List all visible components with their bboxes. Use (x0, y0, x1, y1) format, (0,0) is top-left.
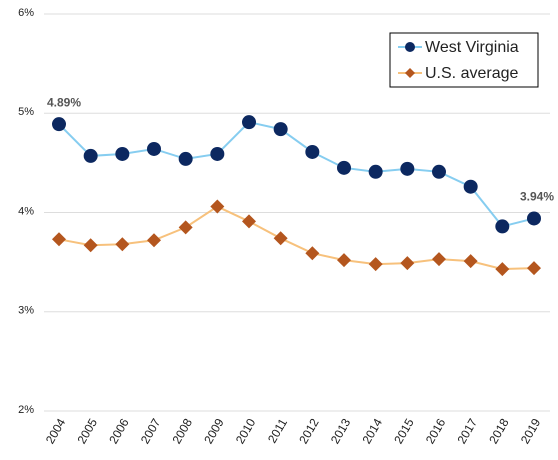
y-tick-label: 2% (18, 404, 34, 416)
legend-label: West Virginia (425, 39, 519, 56)
data-point (305, 246, 320, 261)
legend-box (389, 32, 539, 88)
data-point (400, 256, 415, 271)
x-tick-label: 2019 (518, 416, 544, 446)
data-point (400, 161, 415, 176)
x-tick-label: 2005 (75, 416, 101, 446)
data-point (178, 220, 193, 235)
x-tick-label: 2012 (296, 416, 322, 446)
data-point (495, 262, 510, 277)
x-tick-label: 2009 (201, 416, 227, 446)
data-point (273, 231, 288, 246)
x-tick-label: 2016 (423, 416, 449, 446)
x-tick-label: 2011 (265, 416, 290, 446)
data-point (115, 237, 130, 252)
data-point (527, 211, 541, 226)
data-label: 4.89% (47, 95, 81, 109)
data-point (83, 148, 98, 163)
x-tick-label: 2007 (138, 416, 164, 446)
x-tick-label: 2014 (360, 416, 386, 446)
data-point (210, 199, 225, 214)
data-point (210, 146, 225, 161)
data-point (432, 164, 446, 179)
x-tick-label: 2017 (455, 416, 481, 446)
data-point (305, 144, 320, 159)
data-point (178, 151, 193, 166)
legend-marker (405, 42, 415, 52)
data-point (527, 261, 541, 276)
y-tick-label: 5% (18, 106, 34, 118)
x-tick-label: 2015 (391, 416, 417, 446)
y-tick-label: 3% (18, 305, 34, 317)
data-point (368, 164, 383, 179)
data-point (368, 257, 383, 272)
x-tick-label: 2018 (486, 416, 512, 446)
data-point (337, 253, 351, 268)
x-tick-label: 2008 (170, 416, 196, 446)
data-point (242, 115, 256, 130)
legend-label: U.S. average (425, 65, 518, 82)
data-point (242, 214, 256, 229)
data-point (83, 238, 98, 253)
data-point (273, 122, 288, 137)
data-label: 3.94% (520, 190, 554, 204)
series-line (58, 121, 535, 228)
x-tick-label: 2006 (106, 416, 132, 446)
x-tick-label: 2013 (328, 416, 354, 446)
legend-marker (405, 68, 415, 78)
data-point (115, 146, 130, 161)
data-point (432, 252, 446, 267)
x-tick-label: 2004 (43, 416, 69, 446)
data-point (52, 232, 66, 247)
data-point (147, 141, 161, 156)
data-point (463, 254, 478, 269)
y-tick-label: 4% (18, 205, 34, 217)
y-tick-label: 6% (18, 7, 34, 19)
data-point (463, 179, 478, 194)
data-point (337, 160, 351, 175)
series-line (58, 205, 535, 271)
data-point (147, 233, 161, 248)
data-point (52, 117, 66, 132)
data-point (495, 219, 510, 234)
x-tick-label: 2010 (233, 416, 259, 446)
